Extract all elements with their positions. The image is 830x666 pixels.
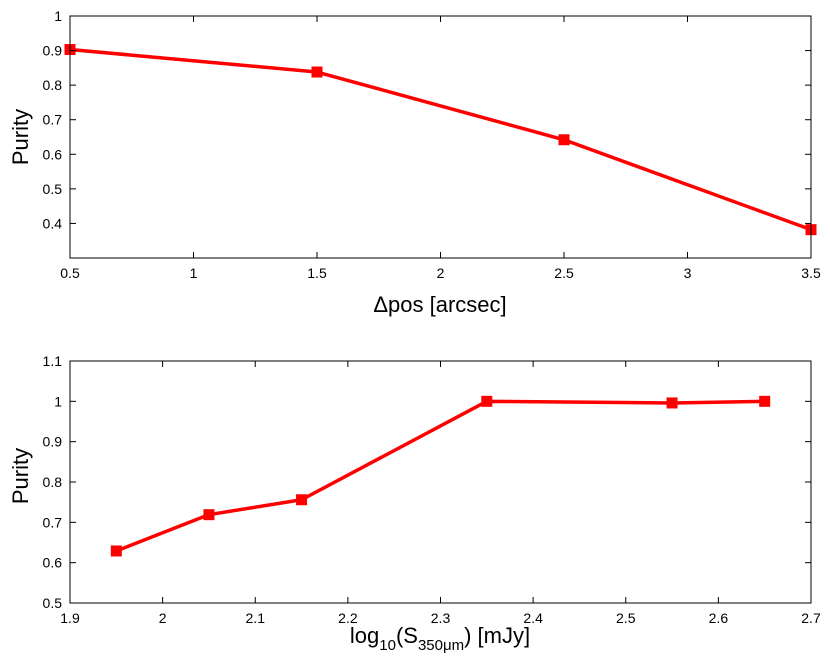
data-point-marker [666, 397, 678, 409]
y-tick-label: 0.9 [43, 434, 63, 450]
data-point-marker [759, 395, 771, 407]
y-axis-label: Purity [8, 109, 33, 165]
purity-vs-flux-panel: 1.9 2 2.1 2.2 2.3 2.4 2.5 2.6 2.7 0.5 0.6 0.7 0.8 0.9… [8, 353, 821, 654]
x-axis-label: log10(S350μm) [mJy] [350, 623, 530, 654]
x-tick-label: 2.1 [246, 610, 266, 626]
x-tick-label: 0.5 [60, 265, 80, 281]
y-tick-label: 0.4 [43, 215, 63, 231]
series-line [115, 399, 765, 553]
x-tick-label: 1.5 [307, 265, 327, 281]
y-tick-label: 1 [54, 393, 62, 409]
series-line [69, 47, 812, 232]
x-label-band: 350μm [418, 637, 464, 654]
x-tick-label: 2 [437, 265, 445, 281]
x-tick-label: 2.5 [616, 610, 636, 626]
x-tick-label: 2.2 [338, 610, 358, 626]
x-tick-label: 3.5 [801, 265, 821, 281]
purity-vs-position-panel: 0.5 1 1.5 2 2.5 3 3.5 0.4 0.5 0.6 0.7 0.8 0.9 1 Δpos … [8, 8, 821, 317]
y-tick-label: 0.6 [43, 146, 63, 162]
axis-ticks: 0.5 1 1.5 2 2.5 3 3.5 0.4 0.5 0.6 0.7 0.8 0.9 1 [43, 8, 821, 281]
y-tick-label: 0.6 [43, 555, 63, 571]
axis-ticks: 1.9 2 2.1 2.2 2.3 2.4 2.5 2.6 2.7 0.5 0.6 0.7 0.8 0.9… [43, 353, 821, 626]
data-point-marker [296, 494, 308, 506]
plot-marks [110, 395, 771, 557]
y-tick-label: 0.8 [43, 77, 63, 93]
x-tick-label: 1.9 [60, 610, 80, 626]
data-point-marker [311, 66, 323, 78]
x-tick-label: 2.3 [431, 610, 451, 626]
y-tick-label: 0.7 [43, 112, 63, 128]
y-tick-label: 0.5 [43, 595, 63, 611]
y-tick-label: 0.9 [43, 43, 63, 59]
y-tick-label: 0.5 [43, 181, 63, 197]
data-point-marker [110, 545, 122, 557]
data-point-marker [203, 509, 215, 521]
x-tick-label: 2.5 [554, 265, 574, 281]
x-label-unit: ) [mJy] [464, 623, 530, 648]
x-label-log: log [350, 623, 379, 648]
y-tick-label: 0.8 [43, 474, 63, 490]
x-tick-label: 2.4 [523, 610, 543, 626]
x-tick-label: 2 [159, 610, 167, 626]
x-tick-label: 1 [190, 265, 198, 281]
y-axis-label: Purity [8, 448, 33, 504]
x-label-log-base: 10 [379, 637, 396, 654]
plot-frame [69, 15, 812, 259]
x-tick-label: 2.6 [709, 610, 729, 626]
data-point-marker [481, 395, 493, 407]
y-tick-label: 1.1 [43, 353, 63, 369]
data-point-marker [558, 134, 570, 146]
x-label-flux: (S [396, 623, 418, 648]
y-tick-label: 1 [54, 8, 62, 24]
plot-frame [69, 360, 812, 604]
x-tick-label: 3 [684, 265, 692, 281]
x-tick-label: 2.7 [801, 610, 821, 626]
plot-marks [64, 44, 817, 236]
x-axis-label: Δpos [arcsec] [373, 292, 506, 317]
y-tick-label: 0.7 [43, 514, 63, 530]
